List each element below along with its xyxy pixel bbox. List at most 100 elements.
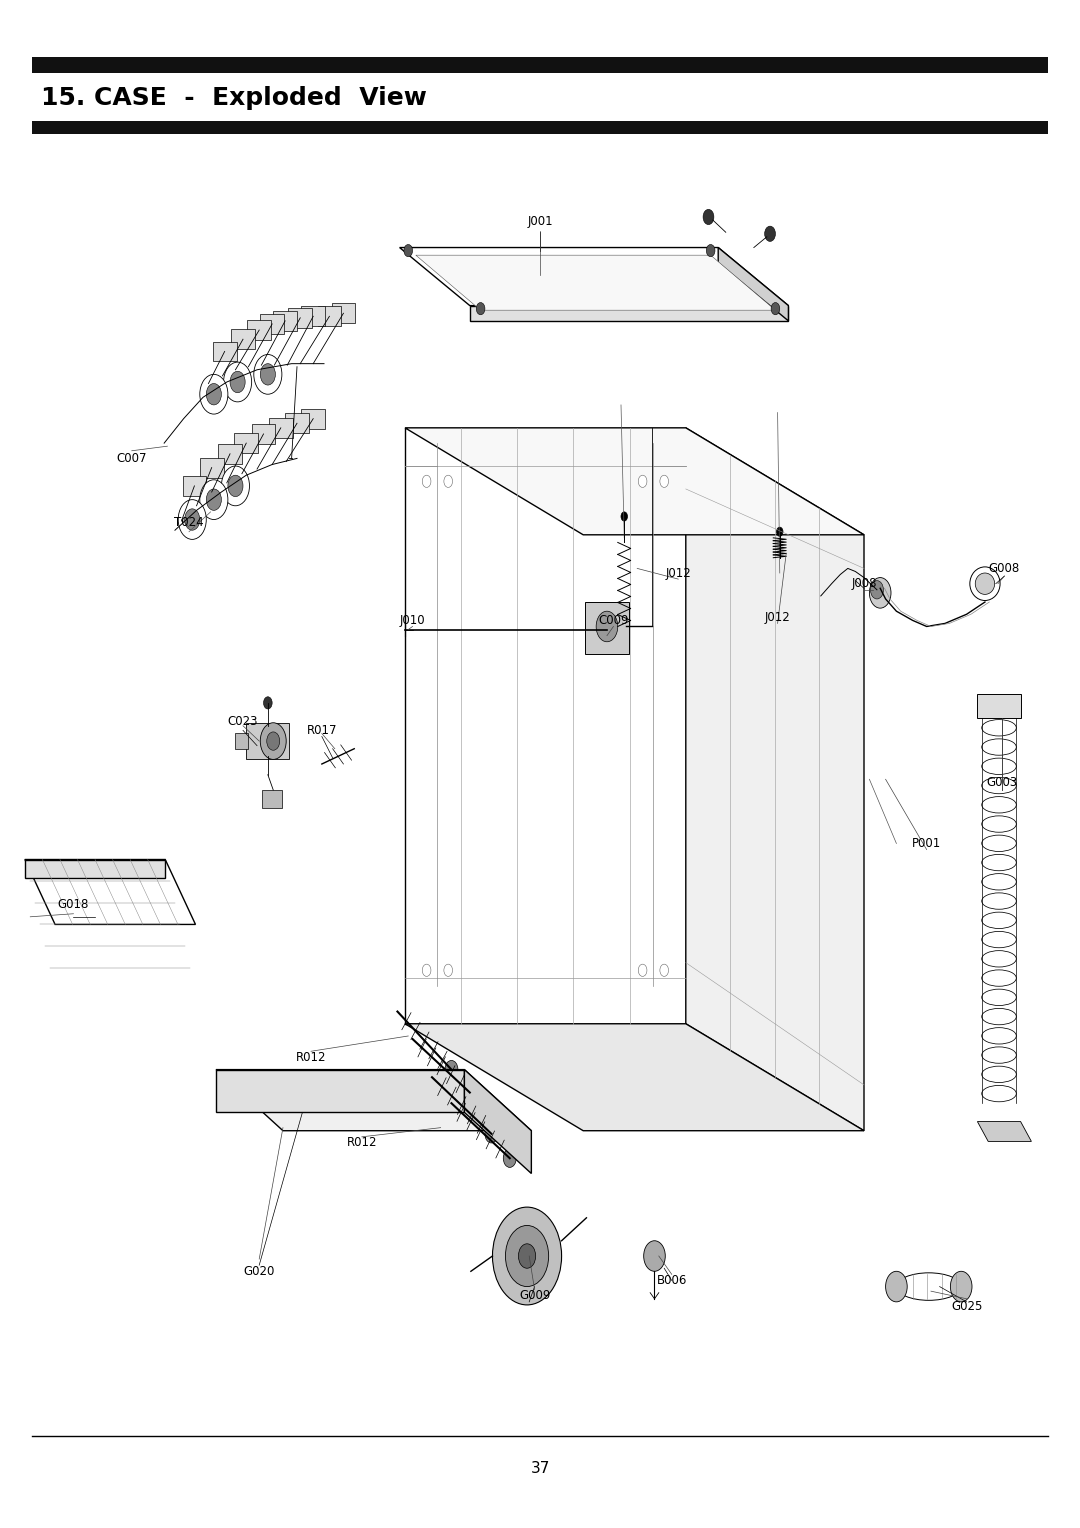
FancyBboxPatch shape: [585, 602, 629, 654]
FancyBboxPatch shape: [246, 723, 289, 759]
Polygon shape: [405, 428, 864, 535]
Polygon shape: [977, 1122, 1031, 1141]
Ellipse shape: [982, 1085, 1016, 1102]
FancyBboxPatch shape: [301, 306, 325, 327]
Circle shape: [771, 303, 780, 315]
Ellipse shape: [982, 740, 1016, 755]
Ellipse shape: [982, 970, 1016, 986]
Text: J010: J010: [400, 614, 426, 626]
Circle shape: [178, 500, 206, 539]
Text: R012: R012: [347, 1137, 377, 1149]
Circle shape: [267, 732, 280, 750]
Ellipse shape: [982, 950, 1016, 967]
Polygon shape: [718, 248, 788, 321]
FancyBboxPatch shape: [231, 330, 255, 350]
Circle shape: [228, 475, 243, 497]
Circle shape: [206, 489, 221, 510]
Circle shape: [505, 1225, 549, 1287]
Circle shape: [200, 374, 228, 414]
Text: J012: J012: [665, 567, 691, 579]
FancyBboxPatch shape: [288, 309, 312, 329]
Circle shape: [185, 509, 200, 530]
Text: C007: C007: [117, 452, 147, 465]
Circle shape: [703, 209, 714, 225]
FancyBboxPatch shape: [252, 425, 275, 445]
FancyBboxPatch shape: [332, 303, 355, 324]
Circle shape: [765, 226, 775, 241]
Polygon shape: [216, 1070, 531, 1131]
Circle shape: [950, 1271, 972, 1302]
Circle shape: [422, 475, 431, 487]
Ellipse shape: [982, 892, 1016, 909]
FancyBboxPatch shape: [262, 790, 282, 808]
Polygon shape: [470, 306, 788, 321]
Text: C009: C009: [598, 614, 629, 626]
FancyBboxPatch shape: [260, 315, 284, 333]
Ellipse shape: [982, 758, 1016, 775]
Circle shape: [260, 723, 286, 759]
Circle shape: [485, 1125, 498, 1143]
Circle shape: [596, 611, 618, 642]
Text: 37: 37: [530, 1461, 550, 1476]
Ellipse shape: [982, 1028, 1016, 1044]
Text: R017: R017: [307, 724, 337, 736]
Text: J012: J012: [765, 611, 791, 623]
Circle shape: [870, 581, 883, 599]
Text: T024: T024: [174, 516, 204, 529]
Polygon shape: [400, 248, 788, 306]
FancyBboxPatch shape: [273, 312, 297, 332]
Ellipse shape: [982, 816, 1016, 833]
Circle shape: [621, 512, 627, 521]
Text: G003: G003: [987, 776, 1017, 788]
Text: J001: J001: [527, 215, 553, 228]
Circle shape: [224, 362, 252, 402]
FancyBboxPatch shape: [977, 694, 1021, 718]
Ellipse shape: [982, 989, 1016, 1005]
Polygon shape: [405, 1024, 864, 1131]
Polygon shape: [416, 255, 775, 310]
Circle shape: [492, 1207, 562, 1305]
FancyBboxPatch shape: [234, 434, 258, 454]
Circle shape: [206, 384, 221, 405]
Ellipse shape: [975, 573, 995, 594]
Circle shape: [221, 466, 249, 506]
Polygon shape: [25, 859, 195, 924]
Text: C023: C023: [228, 715, 258, 727]
Text: G018: G018: [57, 898, 90, 911]
Circle shape: [706, 244, 715, 257]
Text: P001: P001: [912, 837, 942, 850]
Circle shape: [660, 475, 669, 487]
Ellipse shape: [982, 1047, 1016, 1063]
Ellipse shape: [982, 778, 1016, 793]
Ellipse shape: [982, 874, 1016, 889]
Polygon shape: [25, 859, 165, 877]
Ellipse shape: [970, 567, 1000, 601]
Circle shape: [638, 475, 647, 487]
Circle shape: [444, 964, 453, 976]
FancyBboxPatch shape: [318, 306, 341, 327]
Polygon shape: [216, 1070, 464, 1112]
Bar: [32, 57, 1048, 73]
Circle shape: [660, 964, 669, 976]
Circle shape: [886, 1271, 907, 1302]
FancyBboxPatch shape: [301, 408, 325, 428]
Ellipse shape: [982, 720, 1016, 736]
Text: B006: B006: [657, 1274, 687, 1287]
Ellipse shape: [982, 796, 1016, 813]
Circle shape: [264, 697, 272, 709]
Circle shape: [254, 354, 282, 394]
Circle shape: [638, 964, 647, 976]
Text: R012: R012: [296, 1051, 326, 1063]
Circle shape: [869, 578, 891, 608]
Text: G025: G025: [950, 1300, 983, 1313]
Ellipse shape: [982, 854, 1016, 871]
Text: 15. CASE  -  Exploded  View: 15. CASE - Exploded View: [41, 86, 427, 110]
Text: G008: G008: [989, 562, 1020, 575]
FancyBboxPatch shape: [183, 477, 206, 495]
Bar: [32, 121, 1048, 134]
Ellipse shape: [982, 932, 1016, 947]
Ellipse shape: [982, 1008, 1016, 1025]
Circle shape: [644, 1241, 665, 1271]
Polygon shape: [235, 733, 248, 749]
FancyBboxPatch shape: [218, 445, 242, 465]
